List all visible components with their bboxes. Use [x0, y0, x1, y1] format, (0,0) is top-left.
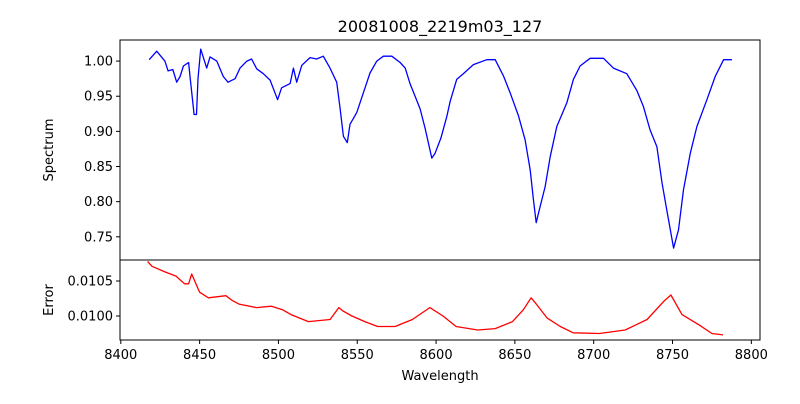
error-line	[147, 260, 724, 336]
y-tick-label: 0.0100	[68, 309, 114, 324]
x-tick-label: 8400	[104, 348, 137, 363]
spectrum-axes: 0.75 0.80 0.85 0.90 0.95 1.00	[84, 39, 761, 261]
y-axis-label-error: Error	[42, 284, 57, 316]
axes-frame	[119, 259, 761, 341]
x-axis-label: Wavelength	[401, 369, 478, 384]
y-tick-label: 0.90	[84, 125, 113, 140]
error-axes: 0.0100 0.0105 8400 8450 8500 8550 8600 8650 8700…	[68, 259, 768, 363]
chart-title: 20081008_2219m03_127	[338, 17, 543, 37]
y-tick-label: 0.80	[84, 195, 113, 210]
x-tick-label: 8700	[577, 348, 610, 363]
x-tick-label: 8750	[656, 348, 689, 363]
spectrum-line	[148, 48, 732, 249]
x-tick-label: 8800	[735, 348, 768, 363]
x-tick-label: 8500	[262, 348, 295, 363]
x-tick-label: 8650	[498, 348, 531, 363]
y-tick-label: 1.00	[84, 55, 113, 70]
x-tick-label: 8600	[420, 348, 453, 363]
x-tick-label: 8450	[183, 348, 216, 363]
y-tick-label: 0.0105	[68, 274, 114, 289]
y-tick-label: 0.95	[84, 90, 113, 105]
y-tick-label: 0.75	[84, 230, 113, 245]
y-tick-label: 0.85	[84, 160, 113, 175]
axes-frame	[119, 39, 761, 261]
y-axis-label-spectrum: Spectrum	[42, 119, 57, 182]
x-tick-label: 8550	[341, 348, 374, 363]
